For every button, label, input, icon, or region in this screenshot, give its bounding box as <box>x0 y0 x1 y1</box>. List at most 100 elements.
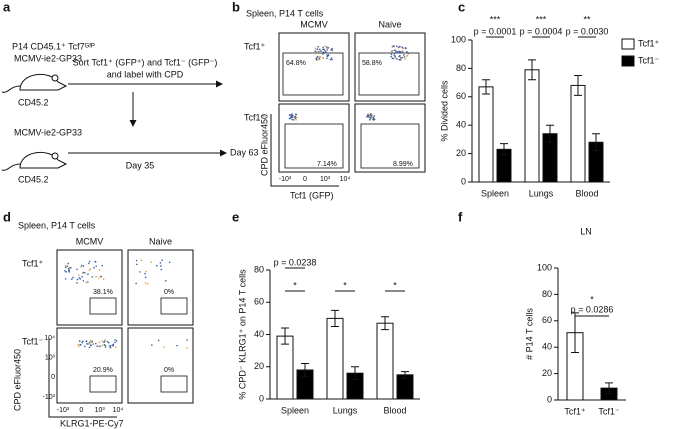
event-dot <box>368 116 370 118</box>
event-dot <box>98 277 100 279</box>
event-dot <box>319 55 321 58</box>
event-dot <box>140 259 143 262</box>
x-tick-label: Spleen <box>281 405 309 415</box>
event-dot <box>316 56 319 58</box>
event-dot <box>390 55 392 58</box>
event-dot <box>115 340 118 342</box>
gate-percent: 58.8% <box>362 60 382 67</box>
event-dot <box>406 55 408 57</box>
event-dot <box>81 341 83 344</box>
gate <box>89 297 117 315</box>
event-dot <box>159 262 162 264</box>
x-tick-label: 10⁴ <box>113 407 124 414</box>
event-dot <box>101 344 104 347</box>
event-dot <box>294 117 297 120</box>
event-dot <box>291 118 293 121</box>
event-dot <box>393 45 395 47</box>
y-tick-label: 10⁴ <box>44 335 55 342</box>
event-dot <box>114 339 116 341</box>
event-dot <box>65 271 67 273</box>
row-label: Tcf1⁺ <box>244 41 266 51</box>
gate-percent: 0% <box>164 367 174 374</box>
error-bar <box>592 133 600 152</box>
event-dot <box>160 265 162 267</box>
event-dot <box>290 116 293 119</box>
annotation: * <box>293 280 297 290</box>
y-tick-label: 0 <box>547 394 552 404</box>
event-dot <box>100 275 103 278</box>
legend-swatch <box>621 55 635 67</box>
event-dot <box>324 45 326 48</box>
x-tick-label: 0 <box>79 407 83 414</box>
gate <box>358 52 420 96</box>
event-dot <box>88 341 91 344</box>
column-label: Naive <box>378 19 401 29</box>
event-dot <box>88 346 91 349</box>
annotation: p = 0.0286 <box>571 304 614 314</box>
flow-title: Spleen, P14 T cells <box>18 220 96 230</box>
event-dot <box>317 58 319 61</box>
event-dot <box>396 51 398 53</box>
event-dot <box>84 271 86 274</box>
event-dot <box>103 340 106 343</box>
event-dot <box>157 339 160 342</box>
column-label: MCMV <box>76 236 104 246</box>
event-dot <box>80 264 83 267</box>
event-dot <box>145 270 147 273</box>
event-dot <box>85 281 87 284</box>
x-tick-label: Lungs <box>333 405 358 415</box>
event-dot <box>78 340 81 342</box>
x-axis-label: KLRG1-PE-Cy7 <box>60 418 124 428</box>
flow-plot <box>354 32 426 102</box>
event-dot <box>392 57 394 60</box>
gate-percent: 38.1% <box>93 289 113 296</box>
y-tick-label: 40 <box>456 120 466 130</box>
event-dot <box>77 345 80 348</box>
y-axis-label: CPD eFluor450 <box>12 349 22 411</box>
event-dot <box>79 278 82 280</box>
event-dot <box>106 340 109 343</box>
event-dot <box>407 52 410 55</box>
error-bar <box>574 75 582 96</box>
event-dot <box>88 269 91 272</box>
event-dot <box>80 266 82 268</box>
event-dot <box>160 268 163 271</box>
x-tick-label: Tcf1⁺ <box>564 406 586 416</box>
event-dot <box>88 260 91 263</box>
event-dot <box>395 50 397 52</box>
event-dot <box>64 265 67 267</box>
event-dot <box>95 265 98 267</box>
event-dot <box>370 117 373 119</box>
event-dot <box>292 114 295 117</box>
event-dot <box>101 264 104 267</box>
event-dot <box>82 265 85 267</box>
gate <box>284 123 344 169</box>
flow-plot <box>278 32 350 102</box>
event-dot <box>400 50 403 53</box>
event-dot <box>92 343 94 345</box>
event-dot <box>135 282 137 285</box>
bar <box>276 335 294 400</box>
flow-plot <box>56 327 123 404</box>
event-dot <box>326 49 328 51</box>
event-dot <box>330 57 333 59</box>
panel-label: c <box>458 0 465 14</box>
event-dot <box>161 259 163 261</box>
event-dot <box>368 114 370 117</box>
event-dot <box>393 49 396 52</box>
flow-title: Spleen, P14 T cells <box>246 8 324 18</box>
event-dot <box>401 56 404 59</box>
event-dot <box>399 57 402 60</box>
bar <box>524 69 540 183</box>
chart-title: LN <box>580 226 592 236</box>
event-dot <box>89 268 92 270</box>
event-dot <box>76 281 78 284</box>
event-dot <box>67 269 70 272</box>
error-bar <box>571 312 579 353</box>
event-dot <box>71 278 73 280</box>
annotation: p = 0.0238 <box>274 257 317 267</box>
error-bar <box>351 366 359 381</box>
event-dot <box>70 267 72 269</box>
event-dot <box>163 346 165 348</box>
legend-label: Tcf1⁻ <box>638 55 660 65</box>
